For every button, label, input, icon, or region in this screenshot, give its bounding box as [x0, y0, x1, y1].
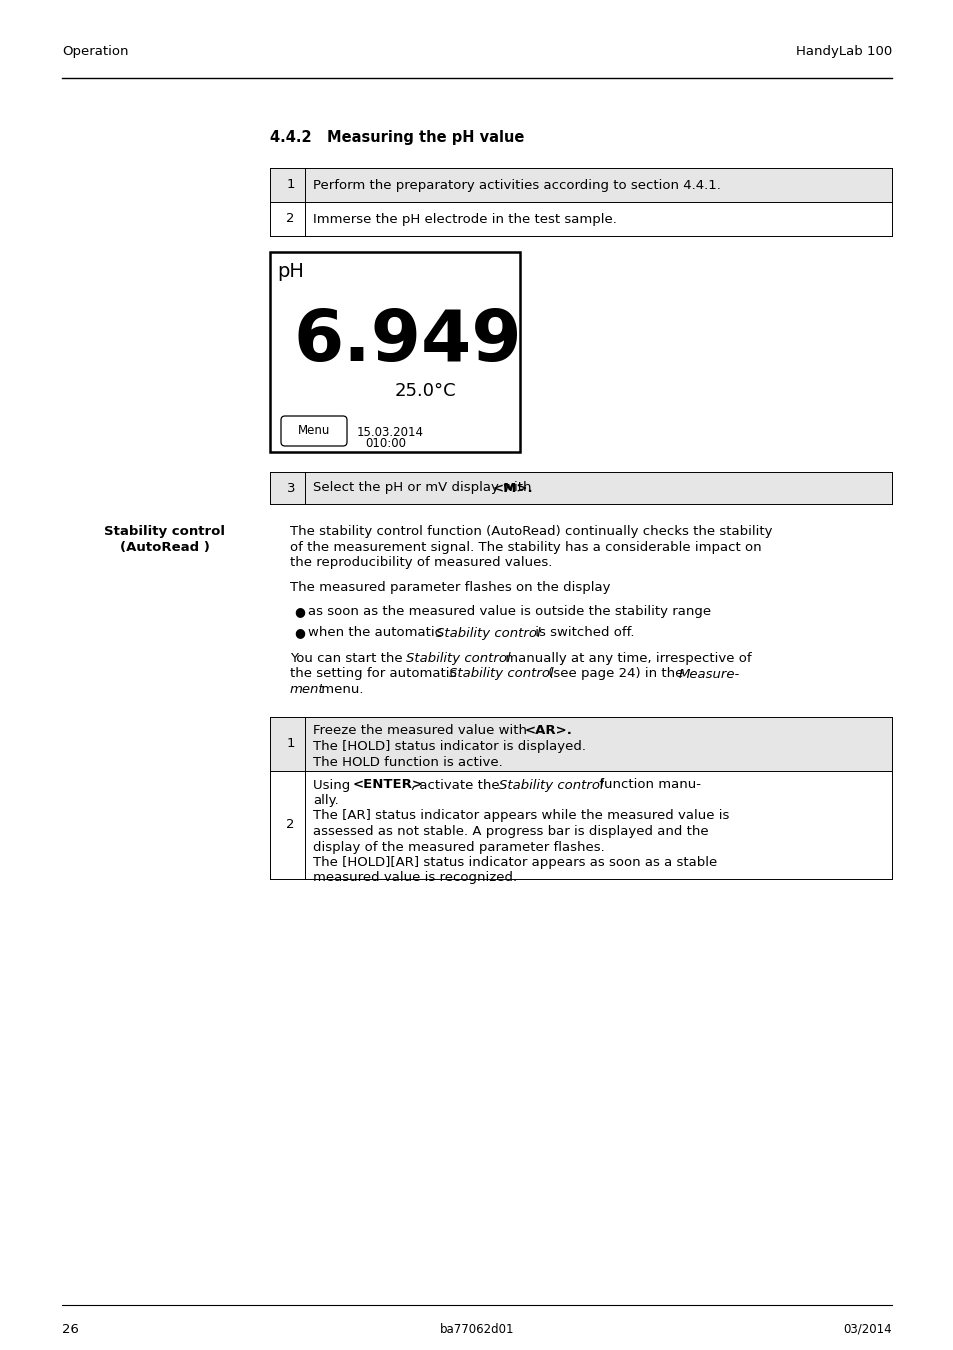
Text: The stability control function (AutoRead) continually checks the stability: The stability control function (AutoRead…	[290, 525, 772, 539]
Text: function manu-: function manu-	[595, 779, 700, 791]
Text: HandyLab 100: HandyLab 100	[795, 45, 891, 58]
Text: assessed as not stable. A progress bar is displayed and the: assessed as not stable. A progress bar i…	[313, 825, 708, 838]
Text: pH: pH	[276, 262, 304, 281]
Text: The [HOLD] status indicator is displayed.: The [HOLD] status indicator is displayed…	[313, 740, 585, 753]
Bar	[270, 167, 891, 202]
Text: Immerse the pH electrode in the test sample.: Immerse the pH electrode in the test sam…	[313, 212, 617, 225]
Text: , activate the: , activate the	[411, 779, 503, 791]
Text: is switched off.: is switched off.	[531, 626, 634, 640]
Text: Using: Using	[313, 779, 355, 791]
Text: <ENTER>: <ENTER>	[353, 779, 423, 791]
Text: 6.949: 6.949	[293, 306, 521, 377]
Text: The measured parameter flashes on the display: The measured parameter flashes on the di…	[290, 582, 610, 594]
Text: The [AR] status indicator appears while the measured value is: The [AR] status indicator appears while …	[313, 810, 729, 822]
Text: 2: 2	[286, 818, 294, 832]
Text: Measure-: Measure-	[679, 667, 740, 680]
Text: Menu: Menu	[297, 424, 330, 437]
Text: ●: ●	[294, 626, 305, 640]
Text: Stability control: Stability control	[449, 667, 553, 680]
Text: ment: ment	[290, 683, 324, 697]
Text: Stability control: Stability control	[406, 652, 510, 666]
Text: measured value is recognized.: measured value is recognized.	[313, 872, 517, 884]
Text: Operation: Operation	[62, 45, 129, 58]
Text: 1: 1	[286, 178, 294, 192]
Text: 2: 2	[286, 212, 294, 225]
Text: Stability control: Stability control	[105, 525, 225, 539]
Bar	[270, 252, 519, 452]
Text: 25.0°C: 25.0°C	[394, 382, 456, 400]
Text: manually at any time, irrespective of: manually at any time, irrespective of	[500, 652, 751, 666]
Bar	[270, 717, 891, 771]
Text: The HOLD function is active.: The HOLD function is active.	[313, 756, 502, 768]
Text: 26: 26	[62, 1323, 79, 1336]
Text: the setting for automatic: the setting for automatic	[290, 667, 460, 680]
Text: the reproducibility of measured values.: the reproducibility of measured values.	[290, 556, 552, 568]
Text: 4.4.2   Measuring the pH value: 4.4.2 Measuring the pH value	[270, 130, 524, 144]
FancyBboxPatch shape	[281, 416, 347, 446]
Text: 3: 3	[286, 482, 294, 494]
Text: as soon as the measured value is outside the stability range: as soon as the measured value is outside…	[308, 605, 710, 618]
Text: 15.03.2014: 15.03.2014	[356, 427, 423, 439]
Text: The [HOLD][AR] status indicator appears as soon as a stable: The [HOLD][AR] status indicator appears …	[313, 856, 717, 869]
Text: (AutoRead ): (AutoRead )	[120, 540, 210, 553]
Text: 1: 1	[286, 737, 294, 751]
Text: You can start the: You can start the	[290, 652, 406, 666]
Text: Stability control: Stability control	[498, 779, 603, 791]
Text: ●: ●	[294, 605, 305, 618]
Text: menu.: menu.	[316, 683, 363, 697]
Text: ba77062d01: ba77062d01	[439, 1323, 514, 1336]
Text: Perform the preparatory activities according to section 4.4.1.: Perform the preparatory activities accor…	[313, 178, 720, 192]
Text: of the measurement signal. The stability has a considerable impact on: of the measurement signal. The stability…	[290, 540, 760, 553]
Text: (see page 24) in the: (see page 24) in the	[543, 667, 687, 680]
Text: Freeze the measured value with: Freeze the measured value with	[313, 725, 531, 737]
Text: ally.: ally.	[313, 794, 338, 807]
Text: when the automatic: when the automatic	[308, 626, 446, 640]
Text: Select the pH or mV display with: Select the pH or mV display with	[313, 482, 536, 494]
Bar	[270, 472, 891, 504]
Text: 010:00: 010:00	[365, 437, 406, 450]
Text: <M>.: <M>.	[493, 482, 533, 494]
Text: 03/2014: 03/2014	[842, 1323, 891, 1336]
Text: Stability control: Stability control	[436, 626, 540, 640]
Text: display of the measured parameter flashes.: display of the measured parameter flashe…	[313, 841, 604, 853]
Text: <AR>.: <AR>.	[524, 725, 572, 737]
